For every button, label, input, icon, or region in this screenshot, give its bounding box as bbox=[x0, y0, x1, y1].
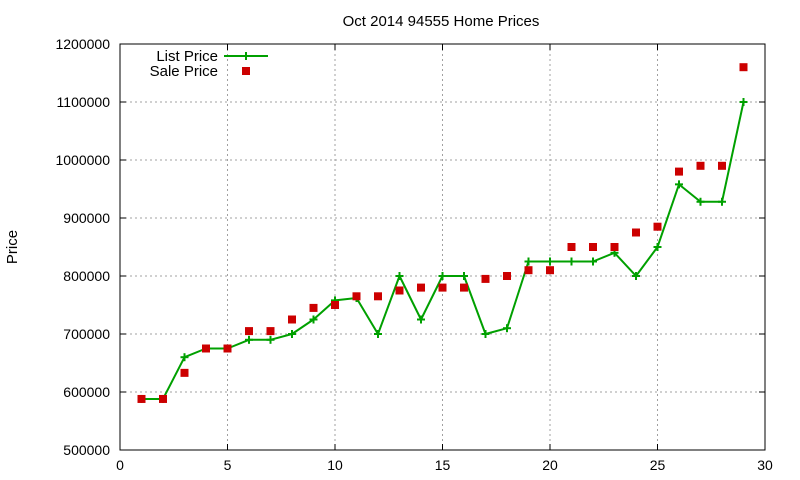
data-point-list-price bbox=[245, 335, 253, 344]
legend-marker-list-price bbox=[242, 52, 250, 60]
data-point-sale-price bbox=[632, 228, 640, 237]
data-point-list-price bbox=[309, 315, 318, 324]
x-tick-label: 10 bbox=[327, 457, 343, 473]
data-point-list-price bbox=[503, 324, 511, 333]
data-point-list-price bbox=[417, 315, 425, 324]
data-point-list-price bbox=[266, 335, 275, 344]
data-point-list-price bbox=[567, 257, 576, 266]
data-point-list-price bbox=[524, 257, 533, 266]
y-tick-label: 600000 bbox=[63, 384, 110, 400]
data-point-sale-price bbox=[675, 167, 683, 176]
data-point-list-price bbox=[395, 272, 404, 280]
data-point-list-price bbox=[653, 243, 662, 251]
data-point-sale-price bbox=[610, 243, 619, 251]
data-point-list-price bbox=[481, 330, 490, 338]
data-point-list-price bbox=[460, 272, 468, 280]
data-point-list-price bbox=[696, 197, 705, 206]
x-tick-label: 20 bbox=[542, 457, 558, 473]
data-point-sale-price bbox=[524, 266, 533, 275]
legend-label-list-price: List Price bbox=[156, 48, 218, 65]
x-tick-label: 15 bbox=[435, 457, 451, 473]
data-point-list-price bbox=[288, 330, 296, 338]
x-tick-label: 5 bbox=[224, 457, 232, 473]
data-point-sale-price bbox=[417, 283, 425, 292]
data-point-list-price bbox=[675, 180, 683, 189]
data-point-sale-price bbox=[266, 327, 275, 336]
data-point-sale-price bbox=[739, 63, 748, 72]
data-point-list-price bbox=[438, 272, 447, 280]
legend-label-sale-price: Sale Price bbox=[150, 63, 218, 80]
data-point-list-price bbox=[546, 257, 554, 266]
x-tick-label: 30 bbox=[757, 457, 773, 473]
data-point-sale-price bbox=[352, 292, 361, 301]
data-point-list-price bbox=[589, 257, 597, 266]
data-point-list-price bbox=[739, 98, 748, 106]
y-tick-label: 700000 bbox=[63, 326, 110, 342]
data-point-sale-price bbox=[331, 301, 339, 309]
data-point-sale-price bbox=[180, 368, 189, 377]
data-point-sale-price bbox=[503, 272, 511, 280]
data-point-sale-price bbox=[653, 222, 662, 231]
data-point-sale-price bbox=[589, 243, 597, 251]
data-point-sale-price bbox=[309, 303, 318, 312]
y-tick-label: 500000 bbox=[63, 442, 110, 458]
data-point-sale-price bbox=[546, 266, 554, 275]
data-point-list-price bbox=[632, 272, 640, 280]
data-point-sale-price bbox=[567, 243, 576, 251]
y-tick-label: 800000 bbox=[63, 268, 110, 284]
data-point-sale-price bbox=[288, 315, 296, 324]
y-tick-label: 900000 bbox=[63, 210, 110, 226]
y-tick-label: 1100000 bbox=[57, 94, 111, 110]
legend: List Price Sale Price bbox=[150, 48, 268, 80]
tick-labels: 0 5 10 15 20 25 30 500000 600000 700000 800000 9000… bbox=[55, 36, 773, 473]
data-point-sale-price bbox=[395, 286, 404, 295]
data-point-list-price bbox=[180, 353, 189, 362]
data-point-list-price bbox=[374, 330, 382, 338]
data-point-sale-price bbox=[137, 394, 146, 403]
legend-marker-sale-price bbox=[242, 67, 250, 75]
y-tick-label: 1000000 bbox=[55, 152, 110, 168]
data-point-sale-price bbox=[374, 292, 382, 301]
y-tick-label: 1200000 bbox=[55, 36, 110, 52]
x-tick-label: 0 bbox=[116, 457, 124, 473]
data-point-sale-price bbox=[438, 283, 447, 292]
data-point-sale-price bbox=[460, 283, 468, 292]
data-point-list-price bbox=[718, 197, 726, 206]
data-point-sale-price bbox=[202, 344, 210, 353]
y-axis-label: Price bbox=[4, 230, 21, 264]
data-point-sale-price bbox=[159, 394, 167, 403]
data-point-sale-price bbox=[696, 161, 705, 170]
chart-title: Oct 2014 94555 Home Prices bbox=[343, 13, 540, 30]
x-tick-label: 25 bbox=[650, 457, 666, 473]
ticks bbox=[119, 43, 766, 451]
data-point-sale-price bbox=[245, 327, 253, 336]
data-point-sale-price bbox=[481, 274, 490, 283]
data-point-sale-price bbox=[718, 161, 726, 170]
data-point-sale-price bbox=[223, 344, 232, 353]
series-points bbox=[137, 63, 748, 403]
